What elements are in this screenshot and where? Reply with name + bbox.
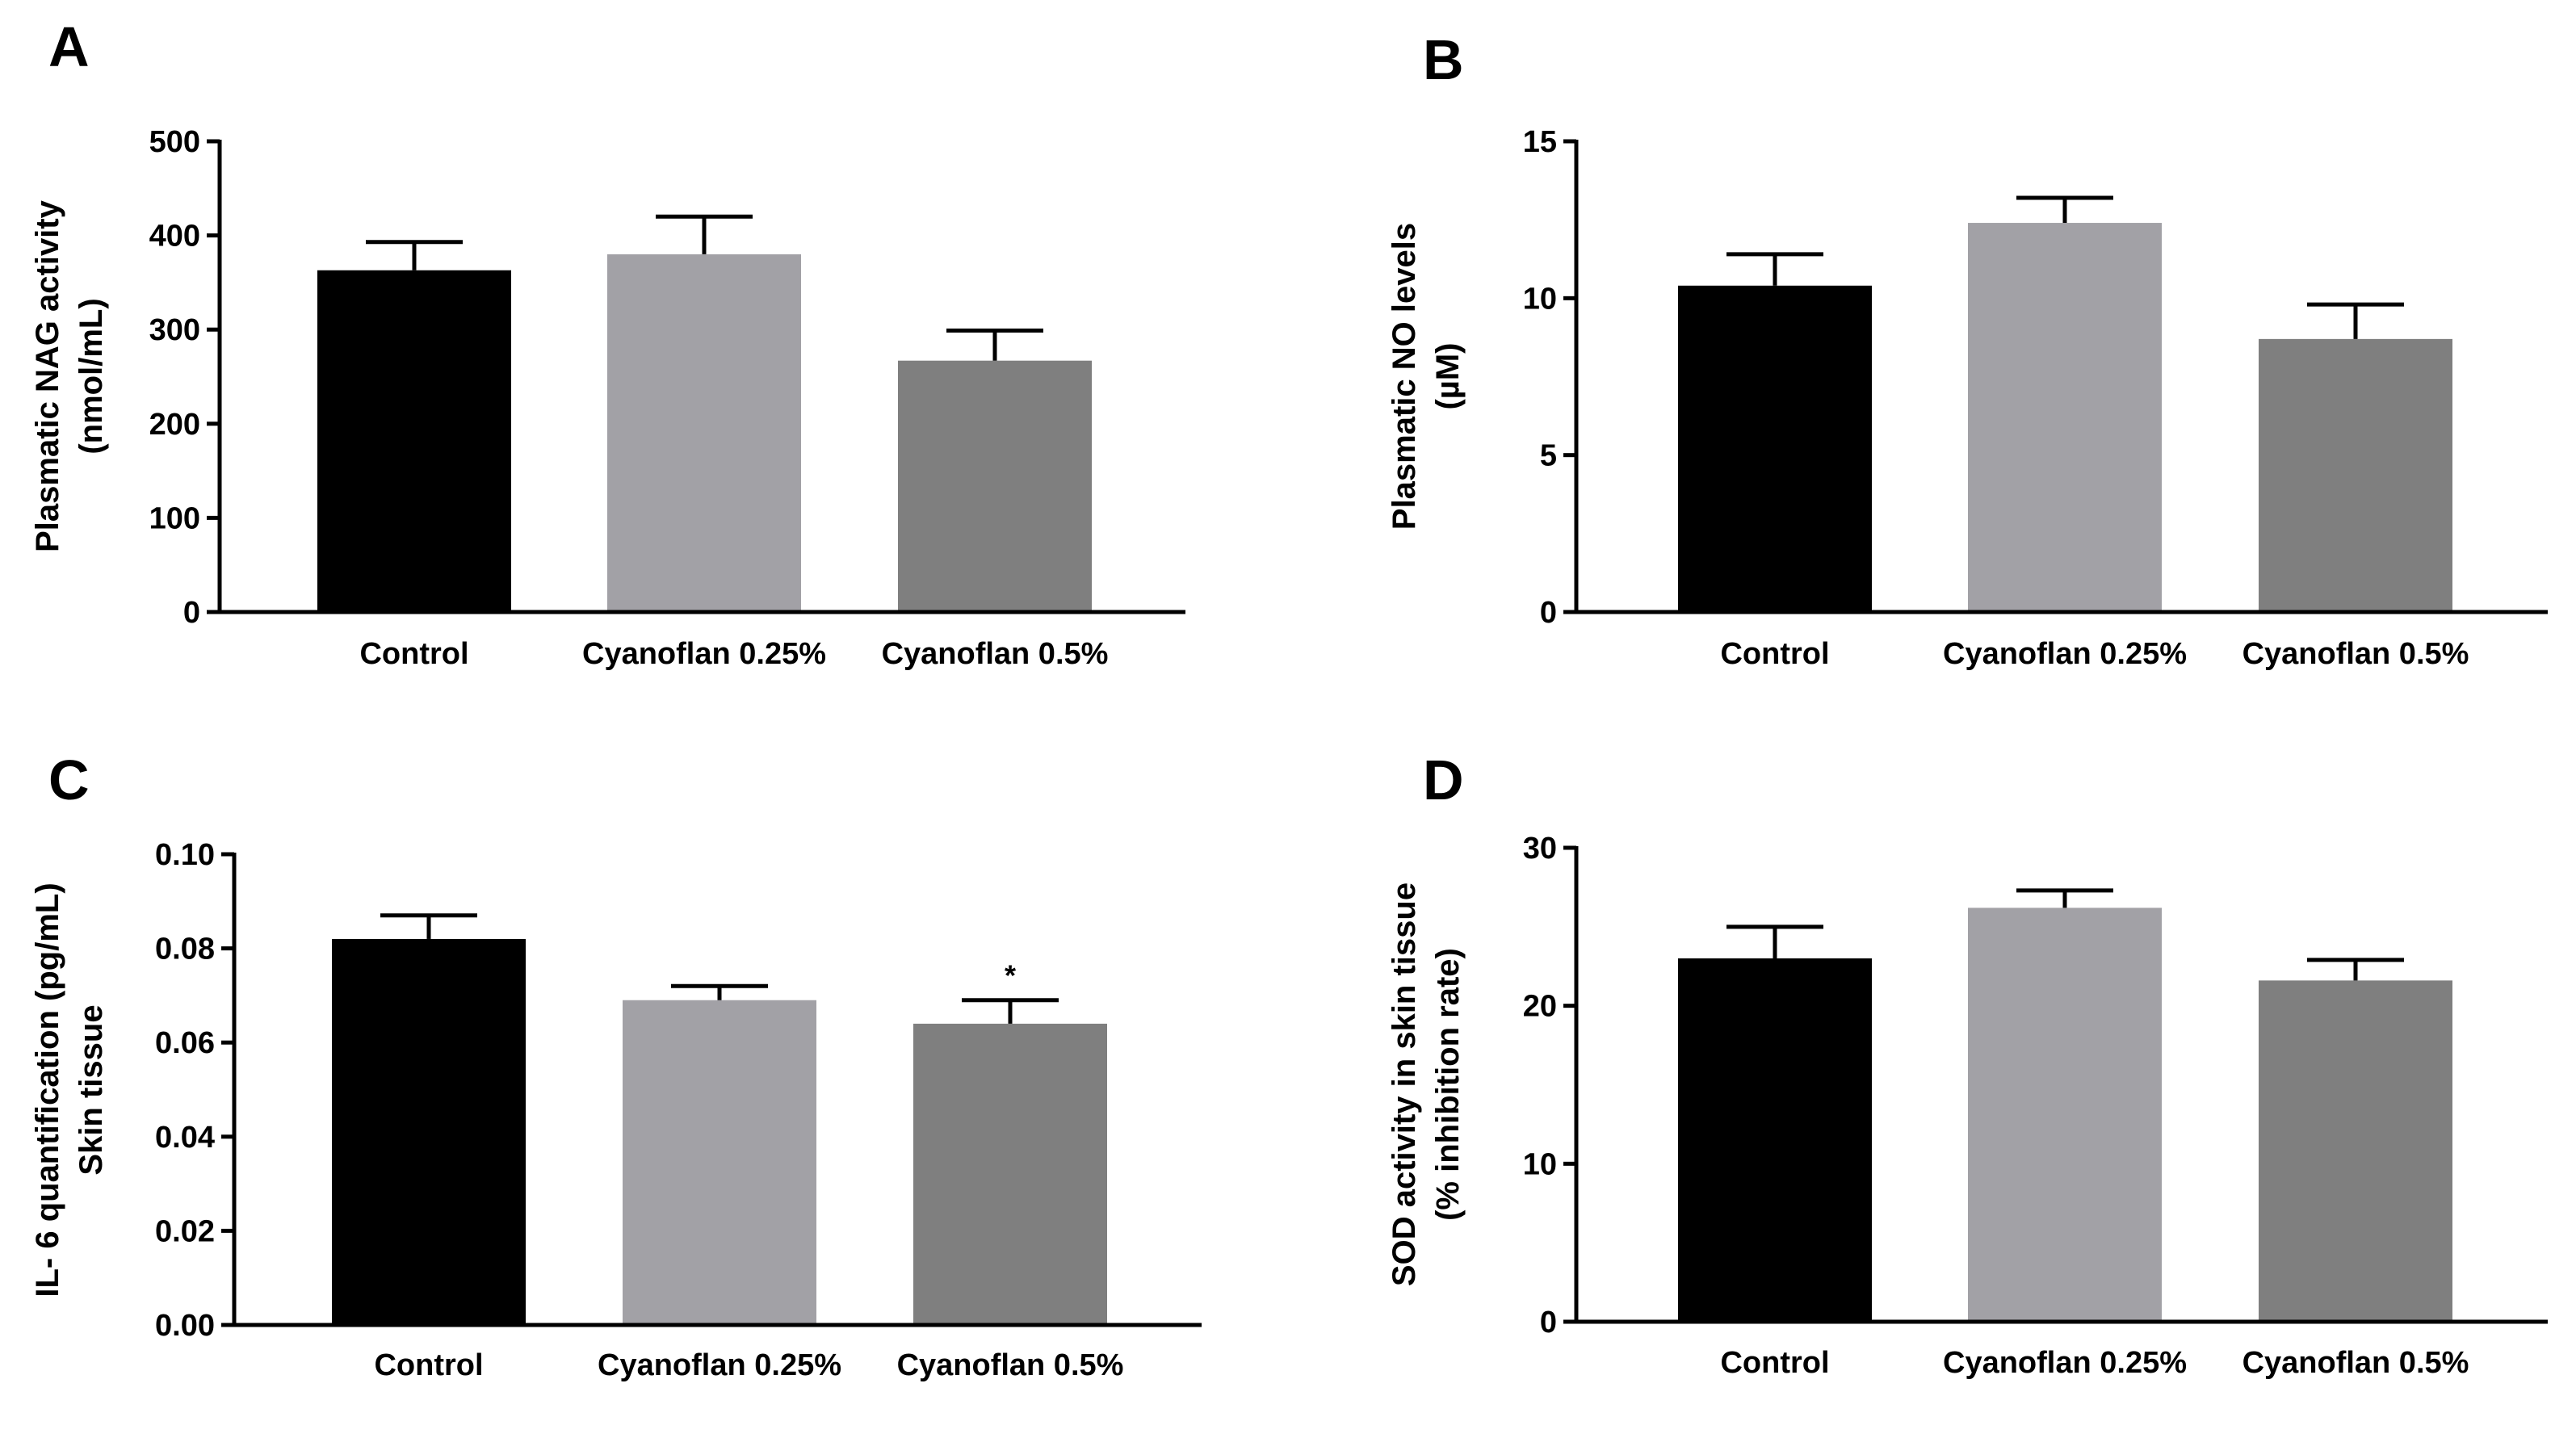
panel-d-bar-3 bbox=[2259, 980, 2452, 1322]
panel-c-ylabel-line-2: Skin tissue bbox=[73, 1004, 109, 1175]
panel-d-bar-2 bbox=[1968, 908, 2162, 1322]
panel-b-category-3: Cyanoflan 0.5% bbox=[2242, 637, 2469, 671]
panel-c-ytick-label-2: 0.04 bbox=[155, 1121, 215, 1155]
panel-c-category-3: Cyanoflan 0.5% bbox=[897, 1348, 1124, 1382]
panel-b-category-2: Cyanoflan 0.25% bbox=[1943, 637, 2187, 671]
panel-c-letter: C bbox=[48, 748, 90, 811]
panel-b-letter: B bbox=[1423, 28, 1464, 91]
panel-b: B Control Cyanoflan 0.25% Cyanoflan 0.5% 0 5 1… bbox=[1387, 28, 2548, 671]
panel-a-ytick-label-1: 100 bbox=[149, 501, 200, 535]
panel-c-ytick-label-4: 0.08 bbox=[155, 933, 215, 966]
panel-b-ylabel-line-2: (µM) bbox=[1430, 342, 1466, 409]
panel-d-category-1: Control bbox=[1720, 1346, 1829, 1380]
panel-b-ylabel-line-1: Plasmatic NO levels bbox=[1387, 223, 1422, 530]
panel-a-bar-3 bbox=[898, 360, 1092, 612]
panel-d-ytick-label-2: 20 bbox=[1523, 990, 1557, 1024]
panel-a-ytick-label-4: 400 bbox=[149, 220, 200, 254]
panel-a-bar-1 bbox=[317, 270, 511, 612]
panel-c-ytick-label-5: 0.10 bbox=[155, 838, 215, 872]
panel-a-ytick-label-2: 200 bbox=[149, 408, 200, 442]
panel-d-ylabel-line-1: SOD activity in skin tissue bbox=[1387, 883, 1422, 1286]
panel-c-bar-3 bbox=[913, 1023, 1107, 1325]
panel-b-ytick-label-3: 15 bbox=[1523, 125, 1557, 159]
panel-a-ytick-label-0: 0 bbox=[183, 596, 200, 630]
panel-a-ylabel-line-2: (nmol/mL) bbox=[73, 298, 109, 454]
panel-b-ytick-label-0: 0 bbox=[1540, 596, 1557, 630]
panel-a-bar-2 bbox=[607, 254, 801, 612]
panel-d-letter: D bbox=[1423, 748, 1464, 811]
panel-d: D Control Cyanoflan 0.25% Cyanoflan 0.5% 0 10… bbox=[1387, 748, 2548, 1380]
panel-c-ytick-label-1: 0.02 bbox=[155, 1214, 215, 1248]
panel-a-ytick-label-5: 500 bbox=[149, 125, 200, 159]
panel-c-significance-3: * bbox=[1005, 959, 1016, 992]
panel-a: A Control Cyanoflan 0.25% Cyanoflan 0.5% 0 10… bbox=[30, 15, 1185, 671]
panel-d-category-2: Cyanoflan 0.25% bbox=[1943, 1346, 2187, 1380]
panel-b-bar-1 bbox=[1678, 285, 1872, 612]
panel-a-category-3: Cyanoflan 0.5% bbox=[882, 637, 1109, 671]
panel-c-ytick-label-3: 0.06 bbox=[155, 1026, 215, 1060]
panel-d-ylabel-line-2: (% inhibition rate) bbox=[1430, 948, 1466, 1221]
panel-c-category-2: Cyanoflan 0.25% bbox=[598, 1348, 841, 1382]
panel-c-bar-2 bbox=[623, 1000, 816, 1325]
panel-c-bar-1 bbox=[332, 938, 526, 1325]
panel-b-ytick-label-1: 5 bbox=[1540, 439, 1557, 473]
panel-c: C Control Cyanoflan 0.25% * Cyanoflan 0.5% 0.… bbox=[30, 748, 1202, 1382]
panel-d-ytick-label-0: 0 bbox=[1540, 1306, 1557, 1339]
panel-a-letter: A bbox=[48, 15, 90, 78]
panel-c-ytick-label-0: 0.00 bbox=[155, 1309, 215, 1343]
panel-a-ytick-label-3: 300 bbox=[149, 313, 200, 347]
panel-b-category-1: Control bbox=[1720, 637, 1829, 671]
panel-a-category-2: Cyanoflan 0.25% bbox=[582, 637, 826, 671]
panel-d-ytick-label-1: 10 bbox=[1523, 1147, 1557, 1181]
panel-d-bar-1 bbox=[1678, 958, 1872, 1322]
panel-b-ytick-label-2: 10 bbox=[1523, 282, 1557, 316]
panel-d-ytick-label-3: 30 bbox=[1523, 832, 1557, 866]
panel-a-ylabel-line-1: Plasmatic NAG activity bbox=[30, 199, 65, 551]
panel-d-category-3: Cyanoflan 0.5% bbox=[2242, 1346, 2469, 1380]
panel-b-bar-3 bbox=[2259, 338, 2452, 612]
panel-c-category-1: Control bbox=[374, 1348, 483, 1382]
panel-b-bar-2 bbox=[1968, 223, 2162, 612]
panel-a-category-1: Control bbox=[359, 637, 468, 671]
panel-c-ylabel-line-1: IL- 6 quantification (pg/mL) bbox=[30, 883, 65, 1297]
